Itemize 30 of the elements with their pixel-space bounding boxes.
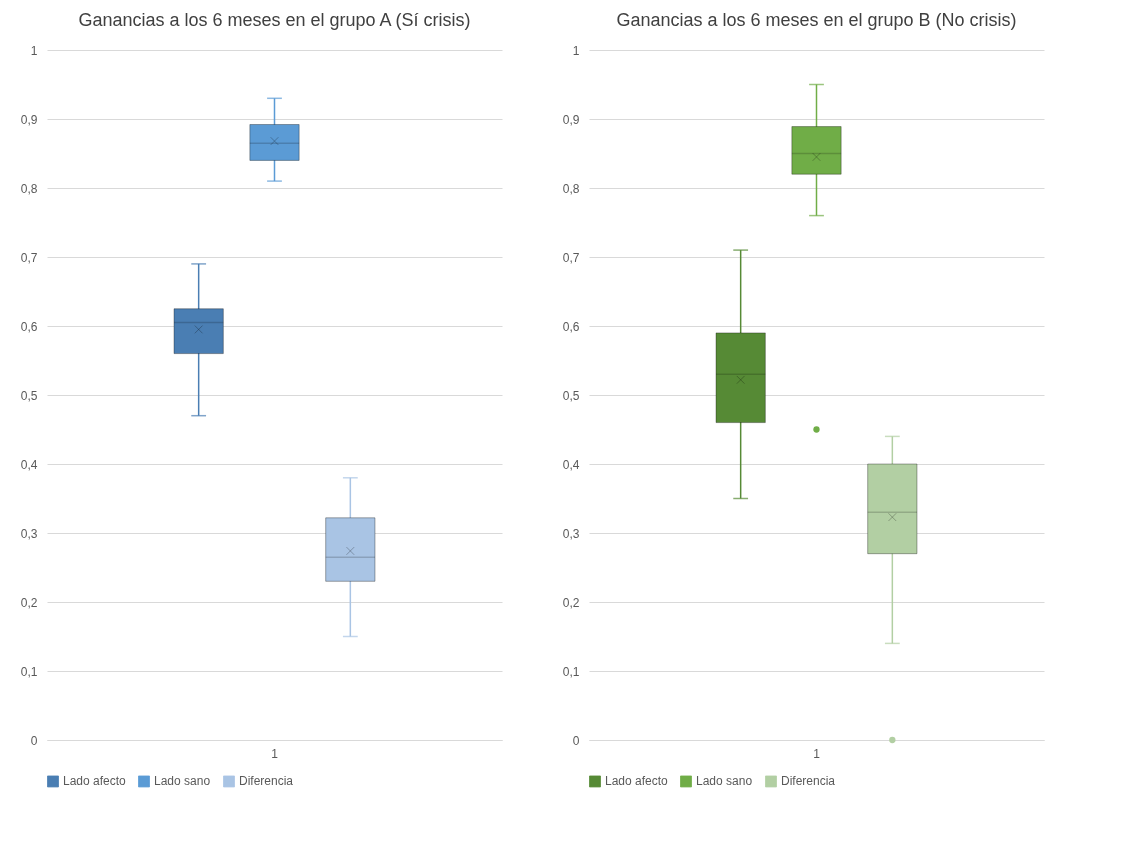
- y-tick-label: 0,5: [562, 388, 580, 403]
- legend-label: Lado sano: [696, 774, 753, 789]
- legend-label: Diferencia: [239, 774, 294, 789]
- legend-label: Diferencia: [781, 774, 836, 789]
- y-tick-label: 1: [30, 43, 38, 58]
- y-tick-label: 1: [572, 43, 580, 58]
- y-tick-label: 0,2: [20, 595, 38, 610]
- legend-label: Lado afecto: [605, 774, 669, 789]
- y-tick-label: 0,7: [20, 250, 38, 265]
- legend-label: Lado afecto: [63, 774, 127, 789]
- y-tick-label: 0,8: [20, 181, 38, 196]
- y-tick-label: 0,7: [562, 250, 580, 265]
- y-tick-label: 0,4: [20, 457, 38, 472]
- y-tick-label: 0: [30, 733, 38, 748]
- y-tick-label: 0,6: [20, 319, 38, 334]
- y-tick-label: 0,1: [20, 664, 38, 679]
- y-tick-label: 0,8: [562, 181, 580, 196]
- chart-title: Ganancias a los 6 meses en el grupo B (No crisis): [616, 10, 1017, 30]
- y-tick-label: 0: [572, 733, 580, 748]
- y-tick-label: 0,5: [20, 388, 38, 403]
- y-tick-label: 0,2: [562, 595, 580, 610]
- chart-title: Ganancias a los 6 meses en el grupo A (Sí crisis): [78, 10, 471, 30]
- y-tick-label: 0,3: [562, 526, 580, 541]
- legend-label: Lado sano: [154, 774, 211, 789]
- y-tick-label: 0,3: [20, 526, 38, 541]
- y-tick-label: 0,9: [20, 112, 38, 127]
- y-tick-label: 0,4: [562, 457, 580, 472]
- y-tick-label: 0,9: [562, 112, 580, 127]
- y-tick-label: 0,6: [562, 319, 580, 334]
- y-tick-label: 0,1: [562, 664, 580, 679]
